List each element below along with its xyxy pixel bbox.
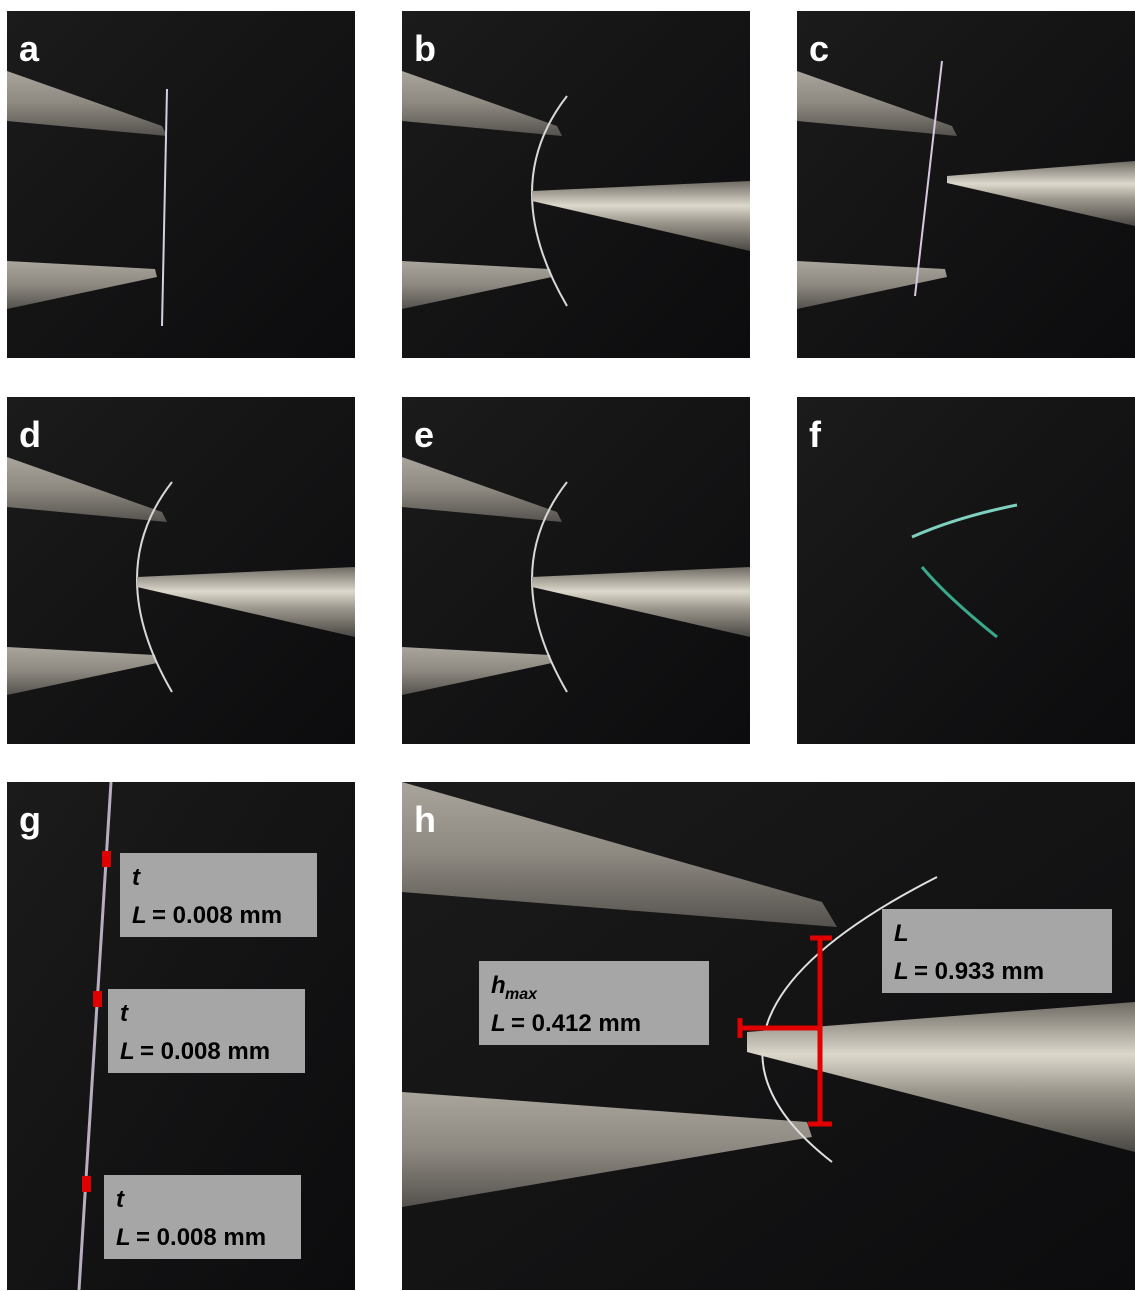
page: abcdefghtL= 0.008 mmtL= 0.008 mmtL= 0.00… — [0, 0, 1135, 1291]
annotation-value: = 0.008 mm — [136, 1224, 266, 1251]
annotation: tL= 0.008 mm — [104, 1175, 301, 1259]
panel-label: f — [809, 414, 822, 455]
annotation: tL= 0.008 mm — [108, 989, 305, 1073]
measure-mark — [102, 851, 111, 867]
panel: c — [797, 11, 1135, 358]
annotation-name: L — [894, 920, 909, 947]
panel-background — [7, 11, 355, 358]
annotation-value: = 0.008 mm — [152, 902, 282, 929]
panel: f — [797, 397, 1135, 744]
panel-label: h — [414, 799, 436, 840]
annotation-measure: L — [116, 1224, 131, 1251]
annotation-name: t — [120, 1000, 129, 1027]
annotation-value: = 0.412 mm — [511, 1010, 641, 1037]
annotation-measure: L — [120, 1038, 135, 1065]
panel-image — [7, 11, 355, 358]
annotation-name: t — [116, 1186, 125, 1213]
annotation-name: h — [491, 972, 506, 999]
annotation-measure: L — [894, 958, 909, 985]
annotation-name: t — [132, 864, 141, 891]
annotation: tL= 0.008 mm — [120, 853, 317, 937]
panel: b — [402, 11, 750, 358]
panel-label: d — [19, 414, 41, 455]
measure-mark — [82, 1176, 91, 1192]
panel-label: g — [19, 799, 41, 840]
panel-image — [797, 11, 1135, 358]
annotation-value: = 0.933 mm — [914, 958, 1044, 985]
panel-image — [402, 11, 750, 358]
figure: abcdefghtL= 0.008 mmtL= 0.008 mmtL= 0.00… — [0, 0, 1135, 1291]
panel: d — [7, 397, 355, 744]
annotation: LL= 0.933 mm — [882, 909, 1112, 993]
panel: e — [402, 397, 750, 744]
panel-label: b — [414, 28, 436, 69]
panel-image — [797, 397, 1135, 744]
measure-mark — [93, 991, 102, 1007]
panel: a — [7, 11, 355, 358]
panel-background — [797, 397, 1135, 744]
panel-label: a — [19, 28, 40, 69]
panel-label: e — [414, 414, 434, 455]
annotation-value: = 0.008 mm — [140, 1038, 270, 1065]
annotation-measure: L — [491, 1010, 506, 1037]
panel-label: c — [809, 28, 829, 69]
annotation-name-sub: max — [505, 986, 538, 1003]
panel-image — [7, 397, 355, 744]
annotation-measure: L — [132, 902, 147, 929]
panel-image — [402, 397, 750, 744]
